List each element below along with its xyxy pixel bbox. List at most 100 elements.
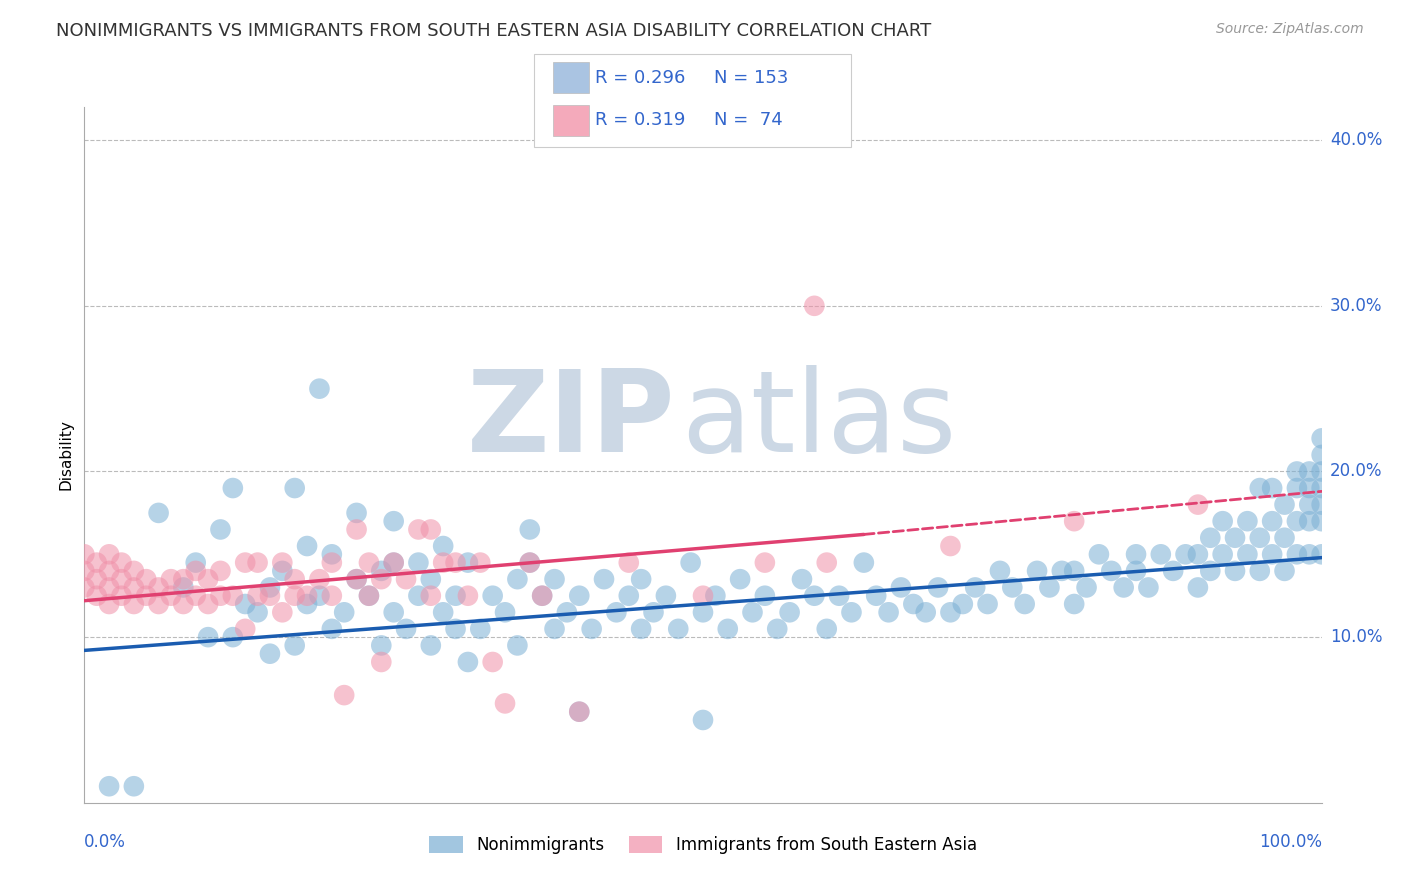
- Point: [965, 581, 987, 595]
- Point: [122, 597, 145, 611]
- Point: [568, 589, 591, 603]
- Point: [357, 556, 380, 570]
- Point: [679, 556, 702, 570]
- Point: [903, 597, 925, 611]
- Point: [1063, 514, 1085, 528]
- Point: [370, 655, 392, 669]
- Point: [1026, 564, 1049, 578]
- Point: [98, 564, 121, 578]
- Point: [555, 605, 578, 619]
- Point: [717, 622, 740, 636]
- Text: atlas: atlas: [681, 365, 956, 475]
- Point: [110, 556, 132, 570]
- Point: [1249, 531, 1271, 545]
- Legend: Nonimmigrants, Immigrants from South Eastern Asia: Nonimmigrants, Immigrants from South Eas…: [423, 829, 983, 861]
- Point: [444, 622, 467, 636]
- Point: [148, 506, 170, 520]
- Point: [1274, 564, 1296, 578]
- Point: [1125, 547, 1147, 561]
- Point: [1199, 564, 1222, 578]
- Point: [432, 605, 454, 619]
- Point: [1310, 431, 1333, 445]
- Point: [1063, 597, 1085, 611]
- Point: [457, 589, 479, 603]
- Point: [1099, 564, 1122, 578]
- Point: [494, 697, 516, 711]
- Point: [110, 589, 132, 603]
- Point: [197, 597, 219, 611]
- Point: [1223, 564, 1246, 578]
- Point: [246, 589, 269, 603]
- Point: [581, 622, 603, 636]
- Point: [382, 556, 405, 570]
- Point: [432, 556, 454, 570]
- Point: [246, 556, 269, 570]
- Point: [1161, 564, 1184, 578]
- Point: [988, 564, 1011, 578]
- Point: [122, 581, 145, 595]
- Text: ZIP: ZIP: [467, 365, 676, 475]
- Point: [617, 589, 640, 603]
- Point: [222, 481, 245, 495]
- Point: [321, 556, 343, 570]
- Point: [1125, 564, 1147, 578]
- Point: [284, 639, 307, 653]
- Point: [1050, 564, 1073, 578]
- Point: [1236, 514, 1258, 528]
- Point: [1001, 581, 1024, 595]
- Point: [1249, 564, 1271, 578]
- Point: [1310, 514, 1333, 528]
- Point: [1261, 547, 1284, 561]
- Point: [172, 597, 194, 611]
- Point: [122, 779, 145, 793]
- Point: [321, 589, 343, 603]
- Point: [259, 589, 281, 603]
- Point: [519, 556, 541, 570]
- Point: [952, 597, 974, 611]
- Point: [444, 589, 467, 603]
- Point: [927, 581, 949, 595]
- Point: [1261, 481, 1284, 495]
- Point: [1261, 514, 1284, 528]
- Text: N =  74: N = 74: [714, 112, 783, 129]
- Point: [86, 572, 108, 586]
- Point: [408, 523, 430, 537]
- Point: [233, 597, 256, 611]
- Point: [98, 547, 121, 561]
- Point: [754, 589, 776, 603]
- Point: [271, 556, 294, 570]
- Point: [506, 639, 529, 653]
- Point: [346, 523, 368, 537]
- Point: [395, 572, 418, 586]
- Point: [890, 581, 912, 595]
- Point: [519, 523, 541, 537]
- Point: [1112, 581, 1135, 595]
- Text: 30.0%: 30.0%: [1330, 297, 1382, 315]
- Point: [1249, 481, 1271, 495]
- Point: [308, 382, 330, 396]
- Point: [295, 589, 318, 603]
- Point: [382, 514, 405, 528]
- Point: [939, 605, 962, 619]
- Point: [419, 589, 441, 603]
- Point: [643, 605, 665, 619]
- Point: [346, 506, 368, 520]
- Point: [531, 589, 554, 603]
- Point: [704, 589, 727, 603]
- Point: [1212, 547, 1234, 561]
- Point: [73, 564, 96, 578]
- Point: [1310, 448, 1333, 462]
- Point: [1150, 547, 1173, 561]
- Point: [271, 605, 294, 619]
- Point: [86, 589, 108, 603]
- Point: [1274, 531, 1296, 545]
- Point: [1063, 564, 1085, 578]
- Point: [1014, 597, 1036, 611]
- Text: N = 153: N = 153: [714, 69, 789, 87]
- Point: [754, 556, 776, 570]
- Point: [432, 539, 454, 553]
- Point: [382, 605, 405, 619]
- Text: NONIMMIGRANTS VS IMMIGRANTS FROM SOUTH EASTERN ASIA DISABILITY CORRELATION CHART: NONIMMIGRANTS VS IMMIGRANTS FROM SOUTH E…: [56, 22, 932, 40]
- Point: [976, 597, 998, 611]
- Point: [815, 622, 838, 636]
